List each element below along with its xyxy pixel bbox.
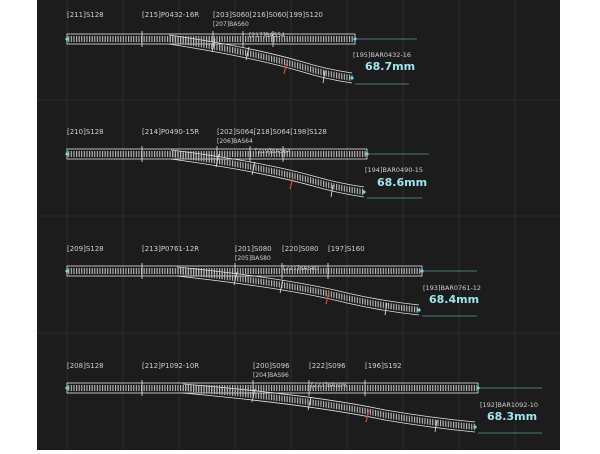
label-bas-inner: [221]BAS80: [283, 265, 319, 272]
diverge-joint-1: [233, 271, 238, 286]
endpoint-left: [65, 269, 69, 273]
diverge-joint-2: [279, 279, 284, 294]
track-set-3: [209]S128 [213]P0761-12R [201]S080 [205]…: [65, 245, 481, 317]
offset-dimension: 68.7mm: [365, 60, 415, 73]
track-layout-diagram: [211]S128 [215]P0432-16R [203]S060[216]S…: [37, 0, 560, 450]
label-bas-inner: [223]BAS96: [311, 382, 347, 389]
endpoint-left: [65, 152, 69, 156]
diverge-joint-2: [245, 46, 250, 61]
diagram-canvas: [211]S128 [215]P0432-16R [203]S060[216]S…: [37, 0, 560, 450]
label-straight-a: [208]S128: [67, 362, 104, 370]
endpoint-diverge-right: [362, 190, 366, 194]
track-set-1: [211]S128 [215]P0432-16R [203]S060[216]S…: [65, 11, 417, 85]
label-straight-b: [203]S060[216]S060[199]S120: [213, 11, 323, 19]
diverge-joint-red: [365, 409, 370, 423]
label-s3: [196]S192: [365, 362, 402, 370]
diverge-joint-2: [307, 396, 312, 411]
endpoint-main-right: [476, 386, 480, 390]
diverge-joint-1: [215, 153, 220, 168]
endpoint-diverge-right: [417, 308, 421, 312]
diverge-joint-3: [384, 302, 388, 316]
diverge-joint-3: [322, 70, 326, 84]
track-set-2: [210]S128 [214]P0490-15R [202]S064[218]S…: [65, 128, 429, 199]
label-turnout: [212]P1092-10R: [142, 362, 199, 370]
label-radius: [192]BAR1092-10: [480, 401, 538, 409]
endpoint-left: [65, 386, 69, 390]
endpoint-diverge-right: [350, 76, 354, 80]
endpoint-main-right: [420, 269, 424, 273]
label-s2: [222]S096: [309, 362, 346, 370]
diverge-joint-1: [211, 38, 216, 53]
endpoint-main-right: [365, 152, 369, 156]
label-s3: [197]S160: [328, 245, 365, 253]
label-turnout: [215]P0432-16R: [142, 11, 199, 19]
diverging-track-ties: [170, 151, 365, 195]
offset-dimension: 68.4mm: [429, 293, 479, 306]
main-track-ties: [68, 385, 477, 391]
label-radius: [195]BAR0432-16: [353, 51, 411, 59]
diverging-track-outline-bottom: [168, 43, 353, 84]
label-bas-inner: [217]BAS54: [249, 32, 285, 39]
diverging-track-outline-bottom: [176, 275, 420, 316]
label-straight-a: [210]S128: [67, 128, 104, 136]
endpoint-main-right: [353, 37, 357, 41]
label-s1-bas: [205]BAS80: [235, 255, 271, 262]
diverging-track-ties: [168, 36, 353, 81]
offset-dimension: 68.3mm: [487, 410, 537, 423]
diverging-track-outline-top: [168, 34, 353, 74]
label-straight-b: [202]S064[218]S064[198]S128: [217, 128, 327, 136]
label-s1-bas: [204]BAS96: [253, 372, 289, 379]
diverge-joint-3: [434, 419, 438, 433]
diverging-track-outline-top: [176, 266, 420, 306]
offset-dimension: 68.6mm: [377, 176, 427, 189]
main-track-ties: [68, 36, 354, 42]
diverge-joint-red: [289, 176, 294, 190]
endpoint-left: [65, 37, 69, 41]
label-bas-main: [207]BAS60: [213, 21, 249, 28]
diverging-track-outline-bottom: [182, 392, 476, 433]
diverge-joint-2: [251, 161, 256, 176]
label-s2: [220]S080: [282, 245, 319, 253]
label-turnout: [214]P0490-15R: [142, 128, 199, 136]
label-s1: [201]S080: [235, 245, 272, 253]
label-radius: [193]BAR0761-12: [423, 284, 481, 292]
diverge-joint-red: [283, 61, 288, 75]
label-bas-inner: [219]BAS64: [255, 148, 291, 155]
track-set-4: [208]S128 [212]P1092-10R [200]S096 [204]…: [65, 362, 542, 434]
main-track-ties: [68, 268, 421, 274]
diverging-track-outline-top: [170, 149, 365, 188]
diverge-joint-1: [251, 388, 256, 403]
diverging-track-outline-bottom: [170, 158, 365, 198]
diverge-joint-red: [325, 291, 330, 305]
label-s1: [200]S096: [253, 362, 290, 370]
label-straight-a: [209]S128: [67, 245, 104, 253]
label-bas-main: [206]BAS64: [217, 138, 253, 145]
diverging-track-ties: [182, 385, 476, 430]
diverge-joint-3: [330, 184, 334, 198]
label-radius: [194]BAR0490-15: [365, 166, 423, 174]
label-straight-a: [211]S128: [67, 11, 104, 19]
diverging-track-outline-top: [182, 383, 476, 423]
endpoint-diverge-right: [473, 425, 477, 429]
label-turnout: [213]P0761-12R: [142, 245, 199, 253]
diverging-track-ties: [176, 268, 420, 313]
